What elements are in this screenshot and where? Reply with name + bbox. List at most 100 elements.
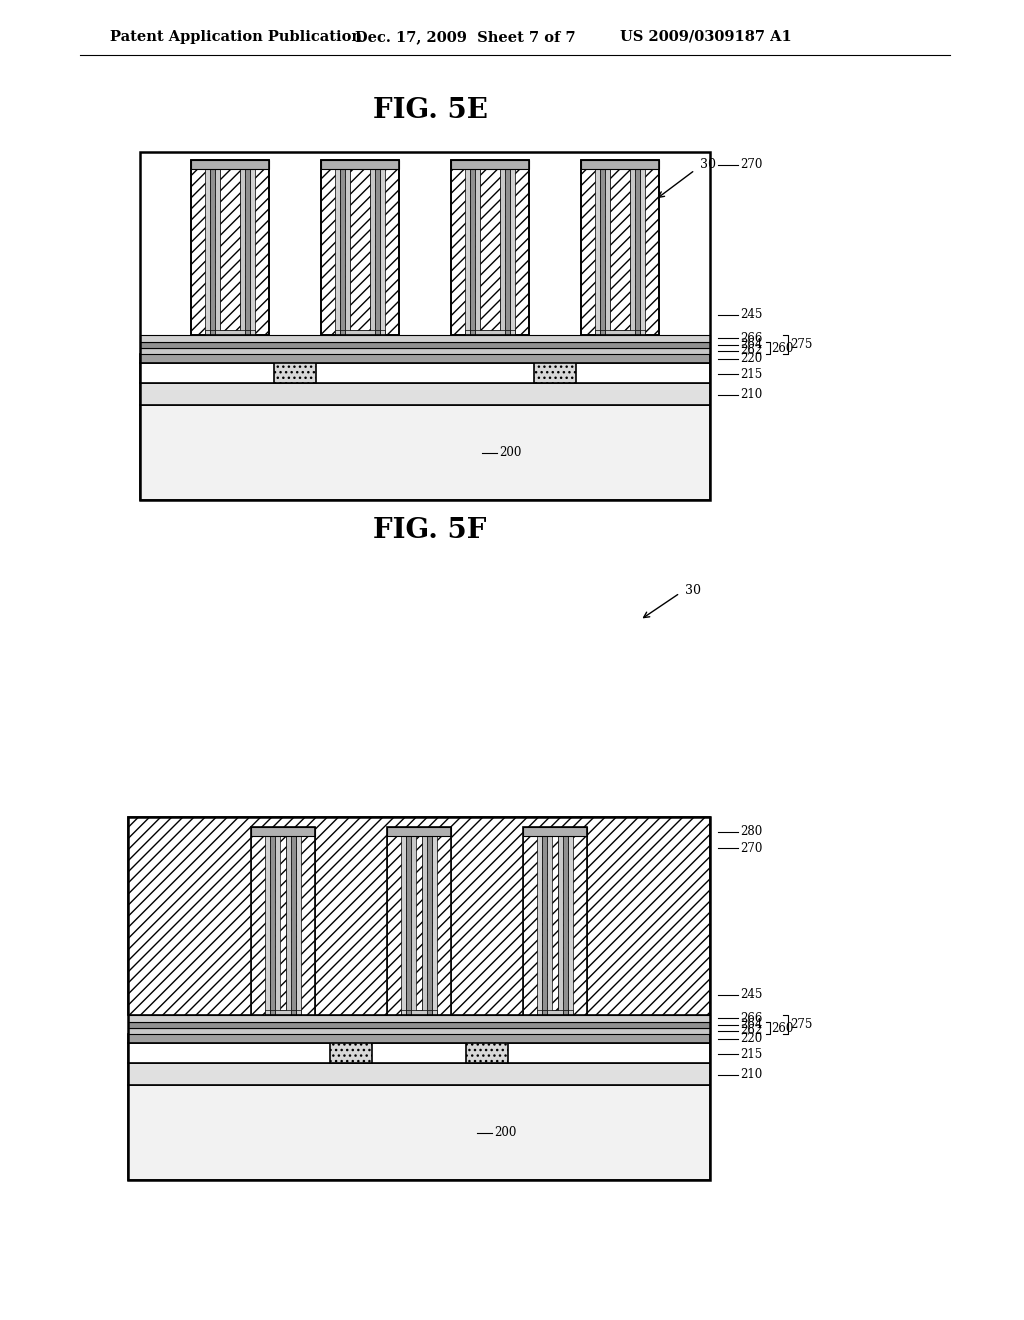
Bar — [205, 330, 255, 335]
Bar — [291, 836, 296, 1015]
Text: 260: 260 — [771, 1022, 794, 1035]
Bar — [370, 169, 375, 335]
Bar — [523, 836, 587, 1015]
Text: 220: 220 — [740, 352, 762, 366]
Bar — [240, 169, 245, 335]
Text: 30: 30 — [700, 158, 716, 172]
Bar — [605, 330, 635, 335]
Bar — [387, 828, 451, 1015]
Bar — [215, 169, 220, 335]
Bar — [465, 330, 515, 335]
Bar — [406, 836, 411, 1015]
Bar — [280, 836, 286, 1010]
Bar — [275, 1010, 291, 1015]
Bar — [321, 160, 399, 335]
Bar — [542, 1010, 568, 1015]
Bar — [340, 330, 380, 335]
Bar — [321, 160, 399, 169]
Bar — [128, 1034, 710, 1043]
Bar — [275, 836, 280, 1015]
Text: 280: 280 — [740, 825, 762, 838]
Bar — [321, 160, 399, 335]
Bar — [552, 836, 558, 1010]
Bar — [523, 828, 587, 836]
Text: 264: 264 — [740, 1019, 763, 1031]
Bar — [470, 169, 475, 335]
Bar — [250, 169, 255, 335]
Bar — [422, 836, 427, 1015]
Bar — [350, 169, 370, 330]
Bar — [630, 169, 635, 335]
Bar — [595, 330, 645, 335]
Text: 262: 262 — [740, 345, 762, 358]
Bar — [640, 169, 645, 335]
Bar — [140, 348, 710, 354]
Bar — [265, 1010, 301, 1015]
Bar — [128, 1085, 710, 1180]
Bar — [563, 836, 568, 1015]
Bar — [475, 169, 480, 335]
Bar — [411, 1010, 427, 1015]
Bar — [411, 836, 416, 1015]
Bar — [505, 169, 510, 335]
Bar — [296, 836, 301, 1015]
Bar — [510, 169, 515, 335]
Bar — [480, 169, 500, 330]
Bar — [251, 836, 315, 1015]
Bar — [542, 836, 547, 1015]
Bar — [547, 1010, 563, 1015]
Text: US 2009/0309187 A1: US 2009/0309187 A1 — [620, 30, 792, 44]
Text: 266: 266 — [740, 1011, 763, 1024]
Bar — [330, 1031, 372, 1063]
Bar — [375, 169, 380, 335]
Bar — [205, 169, 210, 335]
Text: 270: 270 — [740, 158, 763, 172]
Text: 245: 245 — [740, 309, 763, 322]
Bar — [451, 160, 529, 335]
Bar — [401, 1010, 437, 1015]
Bar — [270, 836, 275, 1015]
Text: 220: 220 — [740, 1032, 762, 1045]
Bar — [251, 836, 315, 1015]
Bar — [140, 405, 710, 500]
Bar — [265, 836, 270, 1015]
Bar — [380, 169, 385, 335]
Bar — [427, 836, 432, 1015]
Text: 210: 210 — [740, 388, 762, 401]
Bar — [128, 1028, 710, 1034]
Bar — [568, 836, 573, 1015]
Bar — [558, 836, 563, 1015]
Text: 270: 270 — [740, 842, 763, 854]
Bar — [552, 836, 558, 1010]
Bar — [191, 160, 269, 335]
Text: 264: 264 — [740, 338, 763, 351]
Text: 200: 200 — [499, 446, 521, 459]
Bar — [581, 160, 659, 169]
Bar — [432, 836, 437, 1015]
Bar — [210, 169, 215, 335]
Bar — [387, 836, 451, 1015]
Bar — [523, 828, 587, 1015]
Bar — [128, 817, 710, 1180]
Bar — [191, 160, 269, 169]
Text: 215: 215 — [740, 1048, 762, 1060]
Bar — [286, 836, 291, 1015]
Bar — [128, 1022, 710, 1028]
Bar — [537, 836, 542, 1015]
Text: 210: 210 — [740, 1068, 762, 1081]
Text: 275: 275 — [790, 338, 812, 351]
Bar — [140, 342, 710, 348]
Text: 245: 245 — [740, 989, 763, 1002]
Bar — [251, 828, 315, 836]
Text: 260: 260 — [771, 342, 794, 355]
Bar — [537, 1010, 573, 1015]
Text: 262: 262 — [740, 1024, 762, 1038]
Bar — [534, 351, 575, 383]
Bar — [220, 169, 240, 330]
Bar — [387, 828, 451, 836]
Bar — [600, 169, 605, 335]
Bar — [595, 169, 600, 335]
Bar — [466, 1031, 508, 1063]
Bar — [416, 836, 422, 1010]
Bar — [335, 330, 385, 335]
